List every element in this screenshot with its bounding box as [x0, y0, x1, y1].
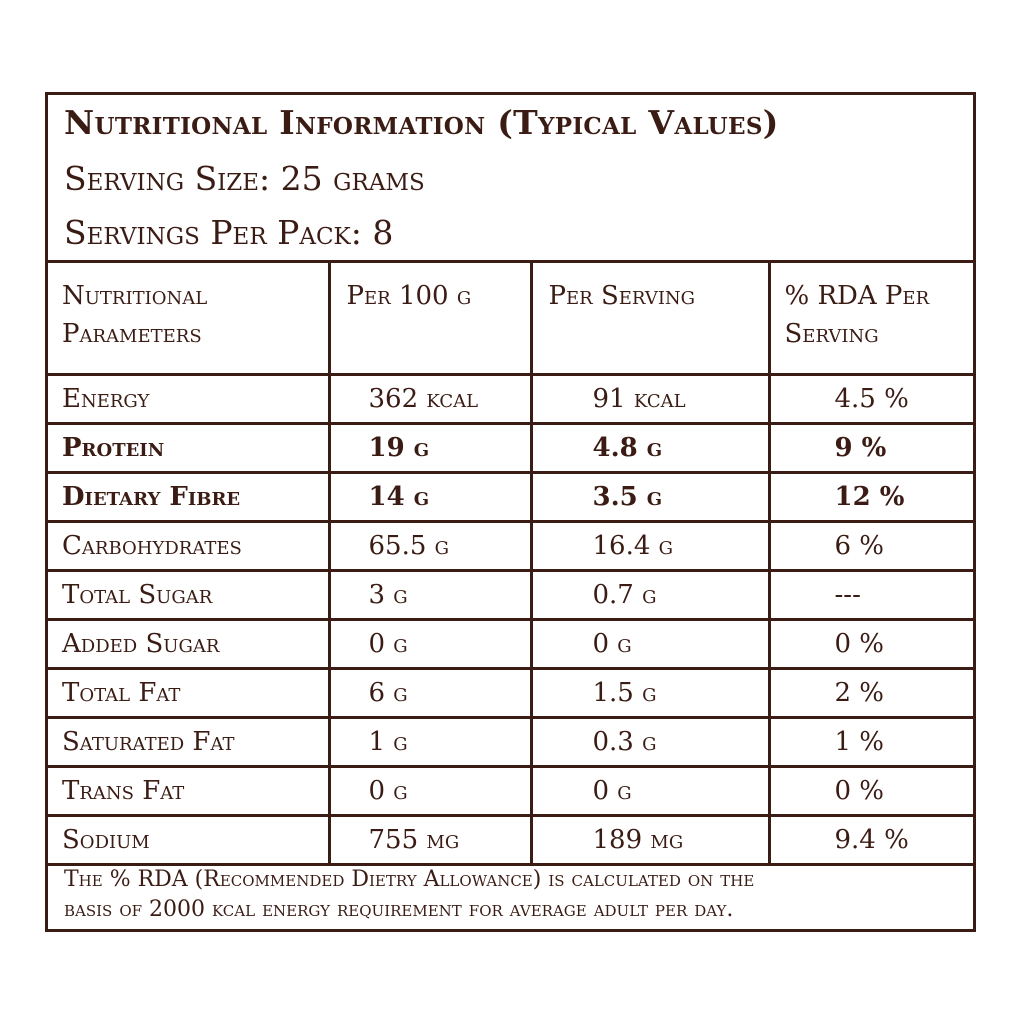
nutrient-name: Total Sugar — [48, 569, 331, 621]
footnote-line-1: The % RDA (Recommended Dietry Allowance)… — [64, 867, 755, 892]
nutrient-name: Trans Fat — [48, 765, 331, 817]
value-per-serving: 0.7 g — [529, 569, 771, 621]
table-row: Total Sugar 3 g 0.7 g --- — [48, 569, 973, 621]
nutrient-name: Dietary Fibre — [48, 471, 331, 523]
nutrient-name: Added Sugar — [48, 618, 331, 670]
value-rda: 2 % — [767, 667, 973, 719]
nutrient-name: Carbohydrates — [48, 520, 331, 572]
value-per-serving: 4.8 g — [529, 422, 771, 474]
label-header: Nutritional Information (Typical Values)… — [48, 95, 973, 263]
value-per-100g: 65.5 g — [327, 520, 533, 572]
value-per-serving: 189 mg — [529, 814, 771, 866]
value-per-serving: 16.4 g — [529, 520, 771, 572]
servings-per-pack: Servings Per Pack: 8 — [64, 213, 394, 252]
column-header-per-100g: Per 100 g — [327, 263, 533, 376]
table-row: Dietary Fibre 14 g 3.5 g 12 % — [48, 471, 973, 523]
value-rda: 0 % — [767, 765, 973, 817]
value-per-serving: 0 g — [529, 618, 771, 670]
value-rda: 9 % — [767, 422, 973, 474]
table-row: Sodium 755 mg 189 mg 9.4 % — [48, 814, 973, 866]
value-per-serving: 0.3 g — [529, 716, 771, 768]
value-per-100g: 755 mg — [327, 814, 533, 866]
value-per-100g: 1 g — [327, 716, 533, 768]
column-header-per-serving: Per Serving — [529, 263, 771, 376]
value-per-serving: 91 kcal — [529, 373, 771, 425]
column-header-rda: % RDA Per Serving — [767, 263, 973, 376]
value-rda: 1 % — [767, 716, 973, 768]
nutrition-table: Nutritional Parameters Per 100 g Per Ser… — [48, 263, 973, 866]
nutrition-label: Nutritional Information (Typical Values)… — [45, 92, 976, 932]
value-rda: 0 % — [767, 618, 973, 670]
value-rda: 9.4 % — [767, 814, 973, 866]
value-rda: --- — [767, 569, 973, 621]
column-header-parameters: Nutritional Parameters — [48, 263, 331, 376]
table-row: Energy 362 kcal 91 kcal 4.5 % — [48, 373, 973, 425]
rda-footnote: The % RDA (Recommended Dietry Allowance)… — [48, 855, 973, 929]
value-per-100g: 3 g — [327, 569, 533, 621]
serving-size: Serving Size: 25 grams — [64, 159, 425, 198]
footnote-line-2: basis of 2000 kcal energy requirement fo… — [64, 897, 734, 922]
value-per-100g: 0 g — [327, 618, 533, 670]
nutrient-name: Sodium — [48, 814, 331, 866]
nutrient-name: Saturated Fat — [48, 716, 331, 768]
value-per-100g: 6 g — [327, 667, 533, 719]
nutrient-name: Total Fat — [48, 667, 331, 719]
table-body: Energy 362 kcal 91 kcal 4.5 % Protein 19 g 4.8… — [48, 373, 973, 866]
value-per-100g: 19 g — [327, 422, 533, 474]
value-per-100g: 362 kcal — [327, 373, 533, 425]
value-rda: 6 % — [767, 520, 973, 572]
label-title: Nutritional Information (Typical Values) — [64, 103, 779, 142]
nutrient-name: Energy — [48, 373, 331, 425]
nutrient-name: Protein — [48, 422, 331, 474]
value-rda: 4.5 % — [767, 373, 973, 425]
value-per-serving: 3.5 g — [529, 471, 771, 523]
value-per-100g: 14 g — [327, 471, 533, 523]
table-header-row: Nutritional Parameters Per 100 g Per Ser… — [48, 263, 973, 376]
value-rda: 12 % — [767, 471, 973, 523]
value-per-100g: 0 g — [327, 765, 533, 817]
value-per-serving: 1.5 g — [529, 667, 771, 719]
value-per-serving: 0 g — [529, 765, 771, 817]
